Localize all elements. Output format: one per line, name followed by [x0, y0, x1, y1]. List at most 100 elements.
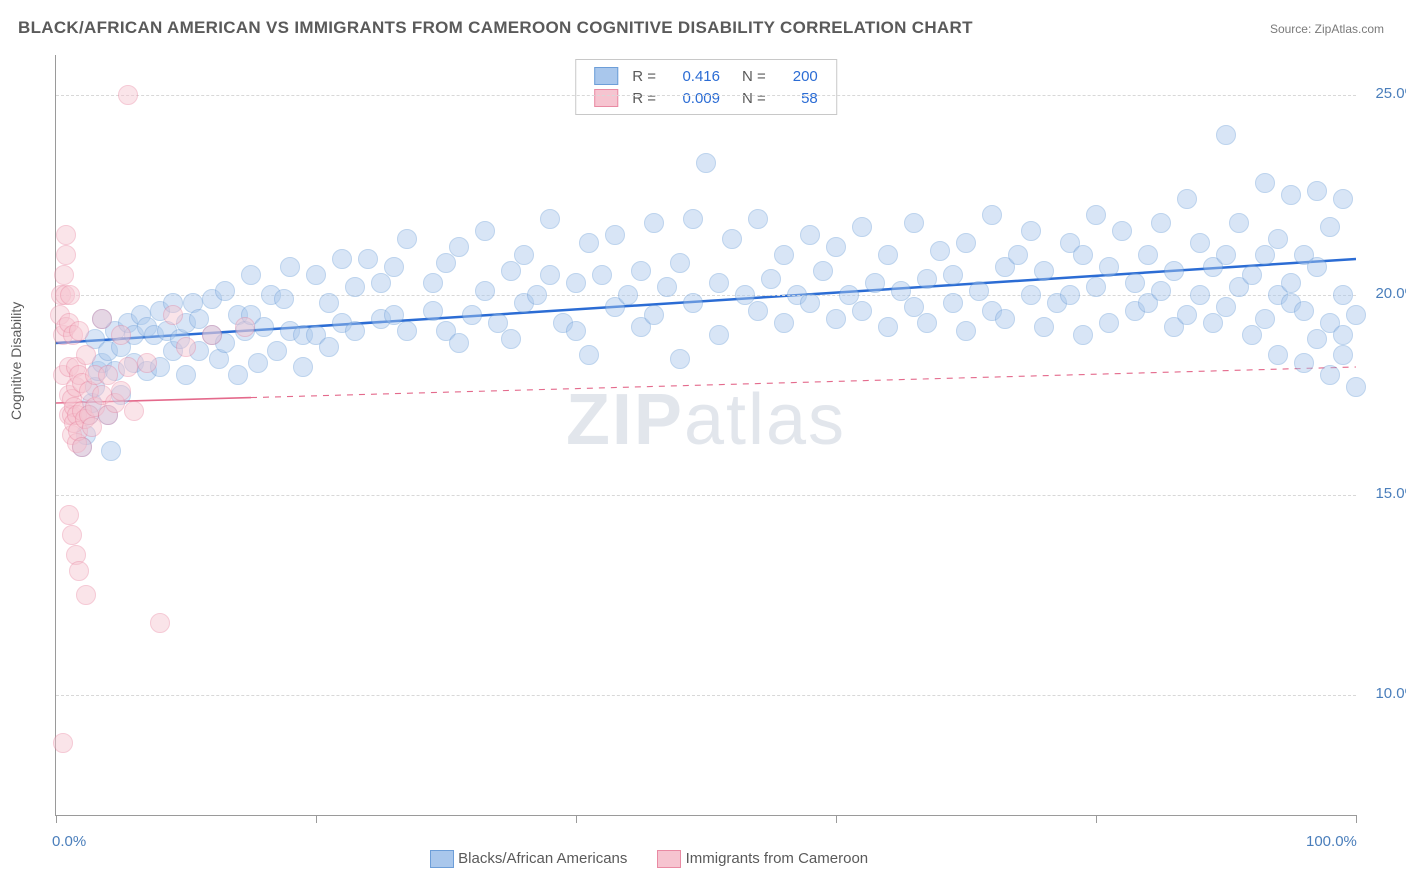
data-point [306, 265, 326, 285]
data-point [54, 265, 74, 285]
data-point [56, 245, 76, 265]
data-point [1333, 345, 1353, 365]
gridline [56, 695, 1356, 696]
data-point [1216, 297, 1236, 317]
data-point [371, 273, 391, 293]
data-point [748, 209, 768, 229]
data-point [1034, 261, 1054, 281]
data-point [566, 273, 586, 293]
data-point [397, 229, 417, 249]
data-point [176, 365, 196, 385]
data-point [176, 337, 196, 357]
data-point [76, 345, 96, 365]
data-point [1034, 317, 1054, 337]
data-point [241, 265, 261, 285]
data-point [826, 309, 846, 329]
data-point [540, 265, 560, 285]
data-point [235, 317, 255, 337]
data-point [592, 265, 612, 285]
y-tick-label: 15.0% [1375, 485, 1406, 502]
data-point [397, 321, 417, 341]
data-point [475, 281, 495, 301]
data-point [69, 321, 89, 341]
data-point [449, 333, 469, 353]
data-point [62, 525, 82, 545]
data-point [163, 305, 183, 325]
data-point [101, 441, 121, 461]
data-point [904, 213, 924, 233]
data-point [761, 269, 781, 289]
data-point [566, 321, 586, 341]
data-point [274, 289, 294, 309]
data-point [60, 285, 80, 305]
data-point [540, 209, 560, 229]
data-point [1151, 281, 1171, 301]
data-point [826, 237, 846, 257]
data-point [76, 585, 96, 605]
data-point [280, 257, 300, 277]
gridline [56, 495, 1356, 496]
data-point [670, 253, 690, 273]
data-point [1242, 325, 1262, 345]
data-point [774, 313, 794, 333]
data-point [332, 249, 352, 269]
data-point [618, 285, 638, 305]
data-point [501, 261, 521, 281]
data-point [1281, 185, 1301, 205]
data-point [683, 293, 703, 313]
data-point [930, 241, 950, 261]
data-point [202, 325, 222, 345]
data-point [1073, 325, 1093, 345]
data-point [917, 269, 937, 289]
data-point [1073, 245, 1093, 265]
data-point [1021, 221, 1041, 241]
x-tick [56, 815, 57, 823]
data-point [670, 349, 690, 369]
data-point [1333, 189, 1353, 209]
data-point [345, 321, 365, 341]
data-point [501, 329, 521, 349]
data-point [943, 293, 963, 313]
data-point [293, 357, 313, 377]
data-point [1268, 345, 1288, 365]
data-point [1333, 285, 1353, 305]
data-point [514, 245, 534, 265]
data-point [1346, 305, 1366, 325]
data-point [1164, 261, 1184, 281]
data-point [1294, 353, 1314, 373]
data-point [1138, 245, 1158, 265]
x-tick-label: 0.0% [52, 833, 86, 850]
y-axis-label: Cognitive Disability [8, 302, 24, 420]
x-tick [1096, 815, 1097, 823]
data-point [1099, 257, 1119, 277]
data-point [956, 233, 976, 253]
data-point [1307, 257, 1327, 277]
data-point [605, 225, 625, 245]
data-point [1086, 205, 1106, 225]
data-point [1177, 189, 1197, 209]
data-point [267, 341, 287, 361]
data-point [579, 345, 599, 365]
x-tick [576, 815, 577, 823]
legend-item: Blacks/African Americans [430, 850, 627, 868]
data-point [657, 277, 677, 297]
data-point [709, 273, 729, 293]
data-point [59, 505, 79, 525]
data-point [579, 233, 599, 253]
data-point [1008, 245, 1028, 265]
data-point [878, 317, 898, 337]
data-point [423, 273, 443, 293]
data-point [1320, 217, 1340, 237]
data-point [1099, 313, 1119, 333]
data-point [852, 217, 872, 237]
data-point [696, 153, 716, 173]
data-point [248, 353, 268, 373]
data-point [215, 281, 235, 301]
stats-row: R =0.416N =200 [588, 66, 824, 86]
data-point [1021, 285, 1041, 305]
data-point [995, 309, 1015, 329]
data-point [118, 357, 138, 377]
data-point [969, 281, 989, 301]
data-point [1125, 273, 1145, 293]
data-point [345, 277, 365, 297]
